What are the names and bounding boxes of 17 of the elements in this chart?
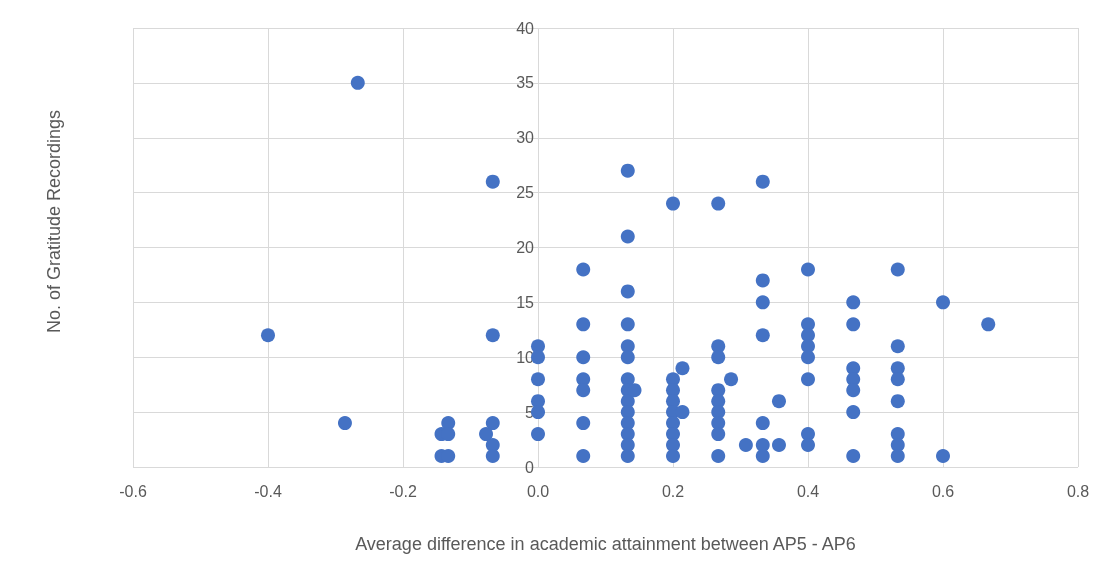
y-tick-label: 35: [516, 74, 535, 92]
x-tick-label: 0.2: [661, 482, 685, 500]
x-axis-title: Average difference in academic attainment between AP5 - AP6: [355, 534, 856, 554]
y-tick-label: 40: [516, 19, 535, 37]
x-tick-label: 0.0: [526, 482, 550, 500]
y-axis-title: No. of Gratitude Recordings: [44, 109, 64, 334]
x-tick-label: -0.6: [119, 482, 147, 500]
y-tick-label: 30: [516, 129, 535, 147]
x-tick-label: 0.6: [931, 482, 955, 500]
x-tick-label: 0.8: [1066, 482, 1090, 500]
y-tick-label: 15: [516, 293, 535, 311]
x-tick-label: -0.2: [389, 482, 417, 500]
x-tick-label: 0.4: [796, 482, 820, 500]
y-tick-label: 25: [516, 184, 535, 202]
y-tick-label: 20: [516, 239, 535, 256]
x-tick-label: -0.4: [254, 482, 282, 500]
y-tick-label: 0: [525, 458, 535, 476]
